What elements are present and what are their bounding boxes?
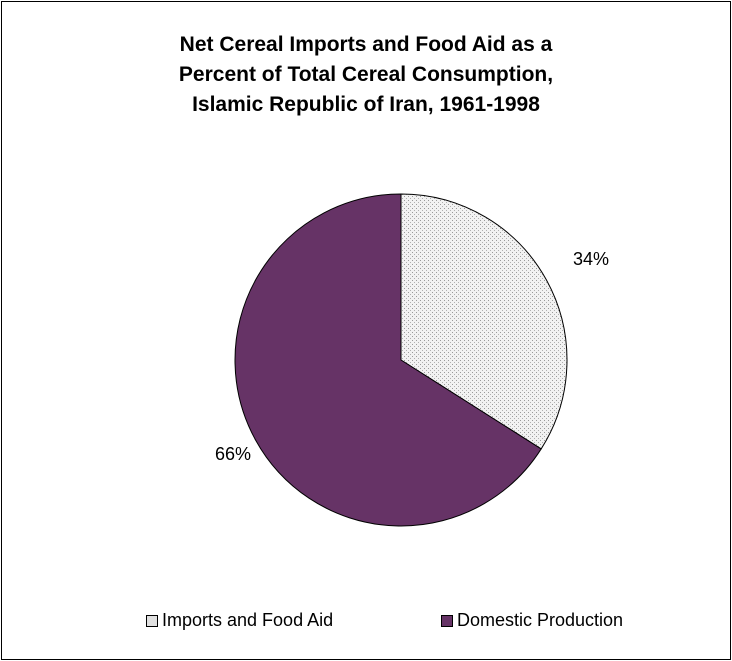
chart-title-line-1: Net Cereal Imports and Food Aid as a (179, 33, 553, 56)
legend-label-domestic: Domestic Production (457, 610, 624, 630)
pie-slice-domestic (234, 193, 542, 527)
chart-title-line-3: Islamic Republic of Iran, 1961-1998 (192, 93, 540, 116)
chart-title-line-2: Percent of Total Cereal Consumption, (178, 63, 554, 86)
legend-swatch-domestic (441, 614, 453, 627)
chart-title: Net Cereal Imports and Food Aid as a Per… (2, 30, 730, 120)
slice-label-domestic: 66% (215, 444, 251, 464)
pie-slice-imports (400, 193, 568, 450)
legend-item-imports: Imports and Food Aid (146, 610, 333, 631)
legend-swatch-imports (146, 614, 158, 627)
legend-item-domestic: Domestic Production (441, 610, 623, 631)
legend-label-imports: Imports and Food Aid (162, 610, 334, 630)
slice-label-imports: 34% (573, 249, 609, 269)
